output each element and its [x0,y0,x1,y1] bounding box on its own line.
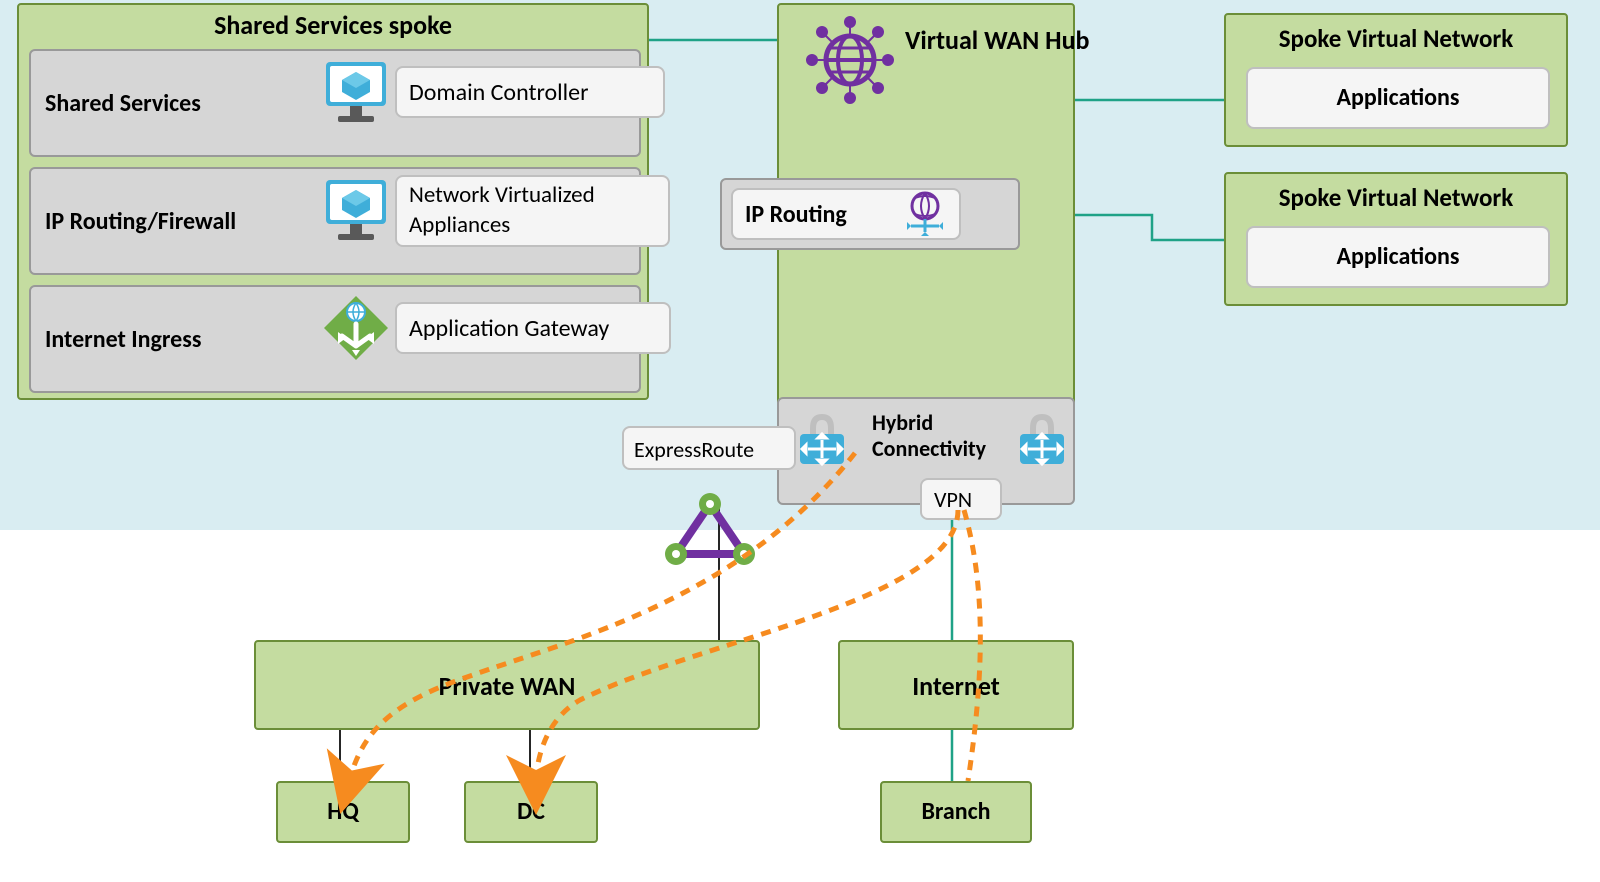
domain-controller-badge: Domain Controller [395,66,665,118]
branch-label: Branch [882,797,1030,826]
application-gateway-badge: Application Gateway [395,302,671,354]
vpn-badge: VPN [920,478,1002,520]
spoke-vnet-2: Spoke Virtual Network Applications [1224,172,1568,306]
vpn-label: VPN [934,486,972,513]
spoke2-app-label: Applications [1248,242,1548,271]
dc-label: DC [466,797,596,826]
gateway-icon [790,406,854,470]
spoke2-app-box: Applications [1246,226,1550,288]
appgw-icon [320,292,392,364]
expressroute-badge: ExpressRoute [622,426,796,470]
spoke-vnet-1: Spoke Virtual Network Applications [1224,13,1568,147]
route-server-icon [897,186,953,242]
hq-box: HQ [276,781,410,843]
spoke1-app-box: Applications [1246,67,1550,129]
spoke2-title: Spoke Virtual Network [1226,182,1566,213]
shared-services-label: Shared Services [45,89,201,118]
internet-label: Internet [840,670,1072,702]
internet-box: Internet [838,640,1074,730]
ip-routing-firewall-label: IP Routing/Firewall [45,207,236,236]
hybrid-connectivity-title: Hybrid Connectivity [872,410,1012,463]
globe-network-icon [802,12,898,108]
vm-icon [320,176,392,248]
hq-label: HQ [278,797,408,826]
spoke1-app-label: Applications [1248,83,1548,112]
domain-controller-label: Domain Controller [409,78,588,107]
dc-box: DC [464,781,598,843]
branch-box: Branch [880,781,1032,843]
gateway-icon [1010,406,1074,470]
spoke1-title: Spoke Virtual Network [1226,23,1566,54]
nva-badge: Network Virtualized Appliances [395,175,670,247]
ip-routing-label: IP Routing [745,200,847,229]
internet-ingress-label: Internet Ingress [45,325,201,354]
nva-label: Network Virtualized Appliances [409,181,659,241]
application-gateway-label: Application Gateway [409,314,609,343]
private-wan-box: Private WAN [254,640,760,730]
vwan-hub-title: Virtual WAN Hub [905,24,1089,56]
shared-spoke-title: Shared Services spoke [19,9,647,41]
expressroute-label: ExpressRoute [634,436,754,463]
vm-icon [320,58,392,130]
private-wan-label: Private WAN [256,670,758,702]
expressroute-icon [660,490,760,570]
diagram-canvas: Shared Services spoke Shared Services IP… [0,0,1600,882]
